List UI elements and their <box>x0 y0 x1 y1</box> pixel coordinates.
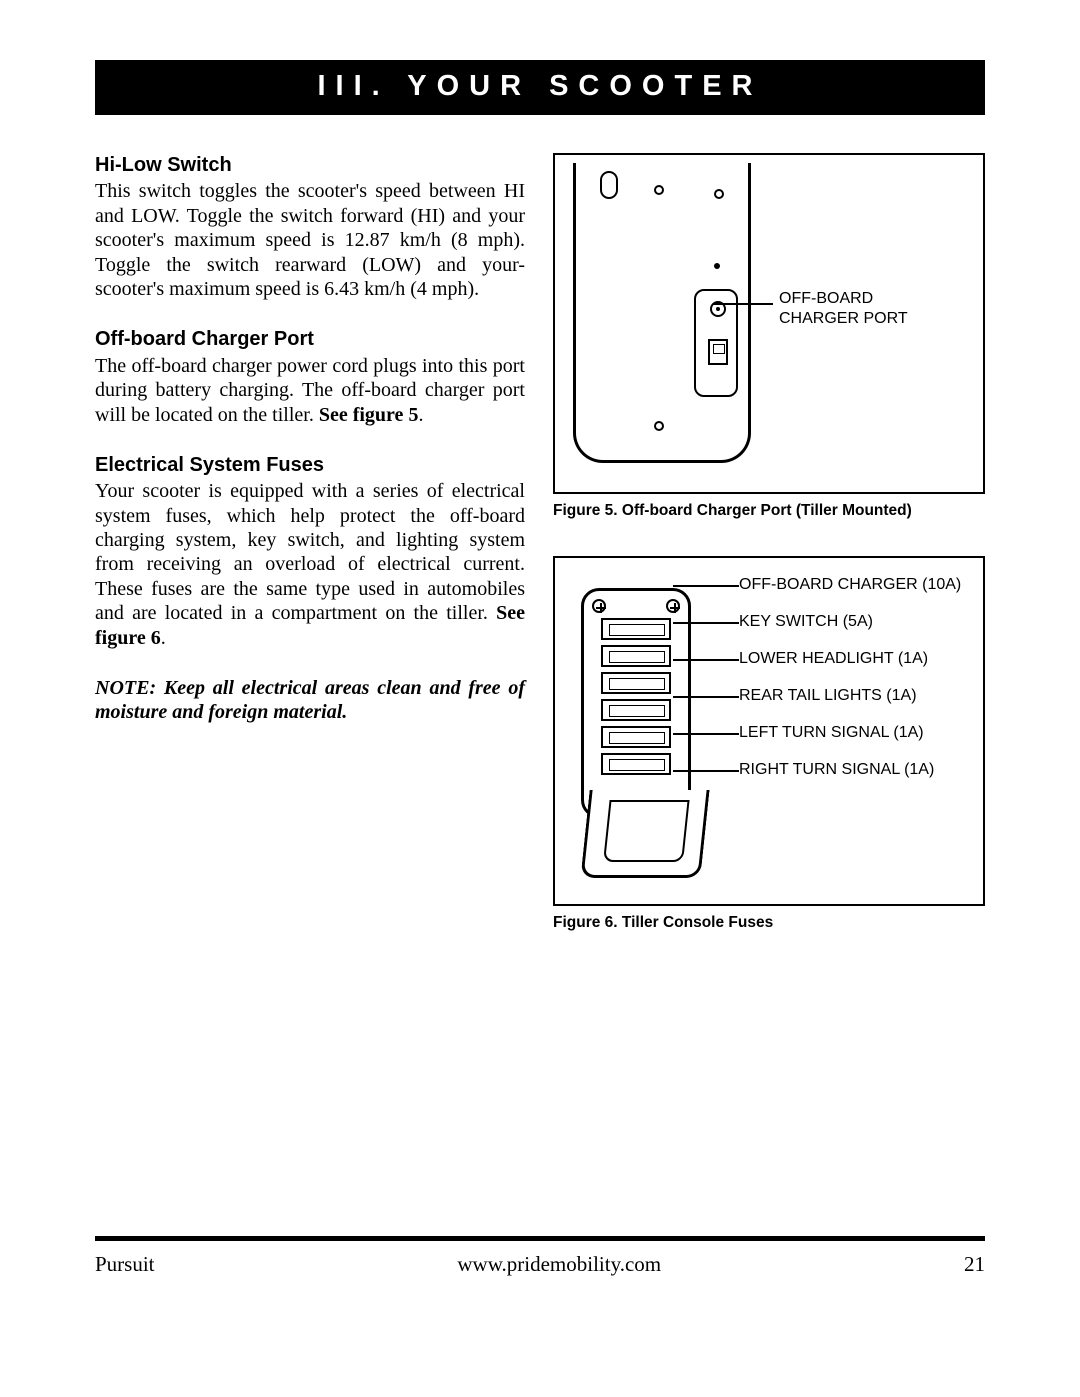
figure-5-box: OFF-BOARD CHARGER PORT <box>553 153 985 494</box>
section-header: III. YOUR SCOOTER <box>95 60 985 115</box>
leader-line <box>713 303 773 305</box>
fuse-label: LEFT TURN SIGNAL (1A) <box>739 724 961 742</box>
text-column: Hi-Low Switch This switch toggles the sc… <box>95 153 525 932</box>
fuse-label: LOWER HEADLIGHT (1A) <box>739 650 961 668</box>
tiller-hole-icon <box>654 421 664 431</box>
label-line: CHARGER PORT <box>779 310 908 327</box>
fuse-lid-inner <box>603 800 690 862</box>
tiller-mark-icon <box>714 263 720 269</box>
footer-page-number: 21 <box>964 1252 985 1277</box>
fuse-icon <box>601 753 671 775</box>
text: . <box>418 404 423 426</box>
paragraph-charger-port: The off-board charger power cord plugs i… <box>95 354 525 427</box>
label-line: OFF-BOARD <box>779 290 873 307</box>
figure-6-callouts: OFF-BOARD CHARGER (10A) KEY SWITCH (5A) … <box>739 576 961 798</box>
see-figure-5: See figure 5 <box>319 404 419 426</box>
fuse-label: RIGHT TURN SIGNAL (1A) <box>739 761 961 779</box>
manual-page: III. YOUR SCOOTER Hi-Low Switch This swi… <box>95 60 985 932</box>
heading-hi-low: Hi-Low Switch <box>95 153 525 177</box>
paragraph-hi-low: This switch toggles the scooter's speed … <box>95 179 525 301</box>
heading-charger-port: Off-board Charger Port <box>95 327 525 351</box>
tiller-outline <box>573 163 751 463</box>
page-footer: Pursuit www.pridemobility.com 21 <box>95 1252 985 1277</box>
screw-icon <box>592 599 606 613</box>
fuse-icon <box>601 618 671 640</box>
text: The off-board charger power cord plugs i… <box>95 355 525 426</box>
paragraph-fuses: Your scooter is equipped with a series o… <box>95 479 525 650</box>
fuse-icon <box>601 699 671 721</box>
two-column-layout: Hi-Low Switch This switch toggles the sc… <box>95 153 985 932</box>
figure-column: OFF-BOARD CHARGER PORT Figure 5. Off-boa… <box>553 153 985 932</box>
fuse-label: KEY SWITCH (5A) <box>739 613 961 631</box>
text: . <box>161 627 166 649</box>
footer-rule <box>95 1236 985 1241</box>
fuse-stack <box>601 618 671 780</box>
footer-url: www.pridemobility.com <box>457 1252 661 1277</box>
fuse-icon <box>601 645 671 667</box>
fuse-label: REAR TAIL LIGHTS (1A) <box>739 687 961 705</box>
tiller-hole-icon <box>654 185 664 195</box>
figure-6-caption: Figure 6. Tiller Console Fuses <box>553 914 985 932</box>
charger-port-panel <box>694 289 738 397</box>
figure-5-caption: Figure 5. Off-board Charger Port (Tiller… <box>553 502 985 520</box>
fuse-lid <box>580 790 709 878</box>
fuse-icon <box>601 726 671 748</box>
tiller-hole-icon <box>714 189 724 199</box>
fuse-label: OFF-BOARD CHARGER (10A) <box>739 576 961 594</box>
charger-switch-icon <box>708 339 728 365</box>
figure-6-box: OFF-BOARD CHARGER (10A) KEY SWITCH (5A) … <box>553 556 985 906</box>
note-paragraph: NOTE: Keep all electrical areas clean an… <box>95 676 525 725</box>
fuse-icon <box>601 672 671 694</box>
tiller-detail <box>600 171 618 199</box>
footer-product-name: Pursuit <box>95 1252 155 1277</box>
figure-5-callout: OFF-BOARD CHARGER PORT <box>779 289 908 329</box>
heading-fuses: Electrical System Fuses <box>95 453 525 477</box>
text: Your scooter is equipped with a series o… <box>95 480 525 624</box>
screw-icon <box>666 599 680 613</box>
